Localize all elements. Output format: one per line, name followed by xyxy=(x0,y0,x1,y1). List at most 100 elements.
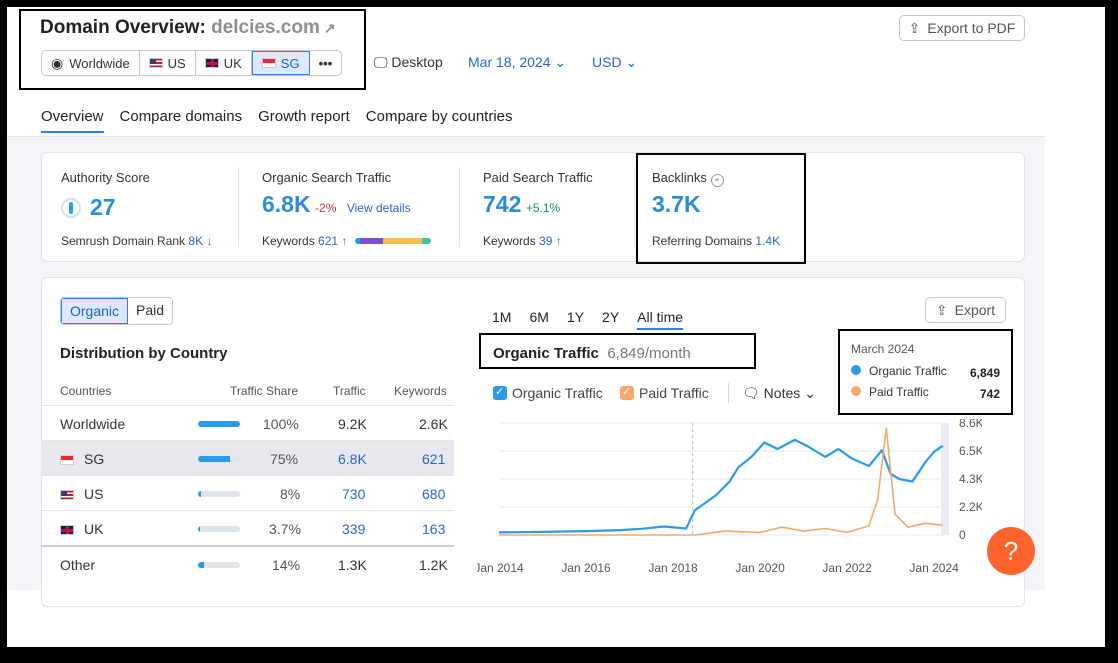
range-6m[interactable]: 6M xyxy=(529,309,549,325)
table-row[interactable]: US 8% 730 680 xyxy=(41,475,454,510)
range-1y[interactable]: 1Y xyxy=(566,309,585,325)
notes-dropdown[interactable]: 🗨 Notes ⌄ xyxy=(742,385,816,402)
us-flag-icon xyxy=(148,58,163,68)
title-text: Domain Overview: xyxy=(40,17,206,38)
keywords-value: 2.6K xyxy=(419,416,448,432)
y-tick-label: 2.2K xyxy=(959,500,982,514)
legend-organic[interactable]: Organic Traffic xyxy=(493,385,603,401)
x-tick-label: Jan 2014 xyxy=(477,561,524,575)
organic-traffic: 6.8K -2% View details xyxy=(262,191,411,218)
upload-icon: ⇪ xyxy=(935,301,948,318)
upload-icon: ⇪ xyxy=(908,19,921,36)
traffic-value: 1.3K xyxy=(338,557,367,573)
info-icon[interactable]: ◓ xyxy=(710,174,724,187)
region-sg[interactable]: SG xyxy=(251,51,310,75)
country-cell: UK xyxy=(60,521,103,537)
domain-link[interactable]: delcies.com xyxy=(211,17,320,38)
keywords-value[interactable]: 680 xyxy=(422,486,446,502)
legend-paid[interactable]: Paid Traffic xyxy=(620,385,709,401)
date-selector[interactable]: Mar 18, 2024 ⌄ xyxy=(468,54,566,71)
domain-rank-value[interactable]: 8K xyxy=(188,234,204,248)
traffic-value[interactable]: 6.8K xyxy=(338,451,367,467)
country-name: UK xyxy=(84,521,104,537)
range-1m[interactable]: 1M xyxy=(492,309,512,325)
currency-selector[interactable]: USD ⌄ xyxy=(592,54,637,71)
region-worldwide[interactable]: ◉ Worldwide xyxy=(42,51,140,75)
external-link-icon[interactable]: ↗ xyxy=(323,20,336,36)
x-tick-label: Jan 2022 xyxy=(822,561,872,575)
arrow-up-icon: ↑ xyxy=(341,234,348,248)
paid-traffic-value[interactable]: 742 xyxy=(483,191,522,217)
tab-growth-report[interactable]: Growth report xyxy=(258,108,350,125)
notes-label: Notes xyxy=(763,385,801,401)
authority-score-value: 27 xyxy=(90,194,116,220)
distribution-table: Worldwide 100% 9.2K 2.6K SG 75% 6.8K 621… xyxy=(41,405,454,595)
paid-keywords: Keywords 39 ↑ xyxy=(483,234,562,248)
x-tick-label: Jan 2018 xyxy=(648,561,698,575)
more-regions-button[interactable]: ••• xyxy=(310,51,342,75)
help-button[interactable]: ? xyxy=(987,527,1035,575)
tab-compare-by-countries[interactable]: Compare by countries xyxy=(365,108,513,125)
traffic-value[interactable]: 339 xyxy=(342,521,366,537)
legend-divider xyxy=(728,383,729,403)
country-name: Worldwide xyxy=(60,416,126,432)
view-details-link[interactable]: View details xyxy=(346,201,411,215)
col-traffic: Traffic xyxy=(333,384,366,398)
export-pdf-button[interactable]: ⇪ Export to PDF xyxy=(899,15,1025,41)
keywords-value: 1.2K xyxy=(419,557,448,573)
range-2y[interactable]: 2Y xyxy=(602,309,620,325)
export-button[interactable]: ⇪ Export xyxy=(925,297,1006,323)
table-row[interactable]: Worldwide 100% 9.2K 2.6K xyxy=(41,405,454,440)
screenshot-frame: Domain Overview: delcies.com ↗ ◉ Worldwide… xyxy=(7,7,1105,647)
share-bar-fill xyxy=(198,562,204,568)
currency-label: USD xyxy=(592,54,622,70)
domain-rank: Semrush Domain Rank 8K ↓ xyxy=(61,234,212,248)
x-tick-label: Jan 2016 xyxy=(561,561,611,575)
paid-keywords-value[interactable]: 39 xyxy=(539,234,553,248)
authority-gauge-icon xyxy=(61,197,81,218)
annotation-box-title xyxy=(19,9,366,90)
tab-overview[interactable]: Overview xyxy=(41,108,104,133)
device-selector[interactable]: 🖵 Desktop xyxy=(374,54,443,71)
organic-keywords-value[interactable]: 621 xyxy=(318,234,339,248)
toggle-paid[interactable]: Paid xyxy=(136,302,165,318)
tab-compare-domains[interactable]: Compare domains xyxy=(119,108,243,125)
paid-traffic-label: Paid Search Traffic xyxy=(483,170,593,185)
legend-organic-label: Organic Traffic xyxy=(512,385,603,401)
range-all-time[interactable]: All time xyxy=(637,309,684,330)
table-row[interactable]: SG 75% 6.8K 621 xyxy=(41,440,454,475)
table-row[interactable]: Other 14% 1.3K 1.2K xyxy=(41,545,454,580)
region-uk[interactable]: UK xyxy=(196,51,252,75)
referring-domains: Referring Domains 1.4K xyxy=(652,234,780,248)
table-row[interactable]: UK 3.7% 339 163 xyxy=(41,510,454,545)
keywords-value[interactable]: 621 xyxy=(422,451,446,467)
chevron-down-icon: ⌄ xyxy=(625,54,638,70)
metrics-card: Authority Score 27 Semrush Domain Rank 8… xyxy=(41,152,1025,262)
annotation-box-backlinks xyxy=(636,153,806,264)
globe-icon: ◉ xyxy=(51,54,64,71)
region-label: SG xyxy=(280,55,300,71)
tooltip-organic-value: 6,849 xyxy=(969,366,1000,380)
tooltip-paid-value: 742 xyxy=(979,387,1000,401)
region-us[interactable]: US xyxy=(140,51,196,75)
date-label: Mar 18, 2024 xyxy=(468,54,551,70)
toggle-organic[interactable]: Organic xyxy=(61,298,129,324)
referring-domains-value[interactable]: 1.4K xyxy=(755,234,781,248)
share-bar-fill xyxy=(198,421,240,427)
organic-traffic-chart[interactable]: 8.6K 6.5K 4.3K 2.2K 0 Jan 2014 Jan 2016 Jan 201… xyxy=(477,419,982,589)
keywords-value[interactable]: 163 xyxy=(422,521,446,537)
col-traffic-share: Traffic Share xyxy=(230,384,299,398)
region-label: US xyxy=(167,55,186,71)
time-range-selector: 1M 6M 1Y 2Y All time xyxy=(492,309,701,330)
country-name: SG xyxy=(84,451,105,467)
organic-traffic-value[interactable]: 6.8K xyxy=(262,191,311,217)
authority-score[interactable]: 27 xyxy=(61,194,116,221)
backlinks-value[interactable]: 3.7K xyxy=(652,191,701,217)
referring-domains-label: Referring Domains xyxy=(652,234,753,248)
organic-dot-icon xyxy=(851,365,861,375)
export-pdf-label: Export to PDF xyxy=(927,20,1016,36)
share-value: 3.7% xyxy=(269,521,301,537)
domain-rank-label: Semrush Domain Rank xyxy=(61,234,186,248)
country-cell: SG xyxy=(60,451,104,467)
traffic-value[interactable]: 730 xyxy=(342,486,366,502)
